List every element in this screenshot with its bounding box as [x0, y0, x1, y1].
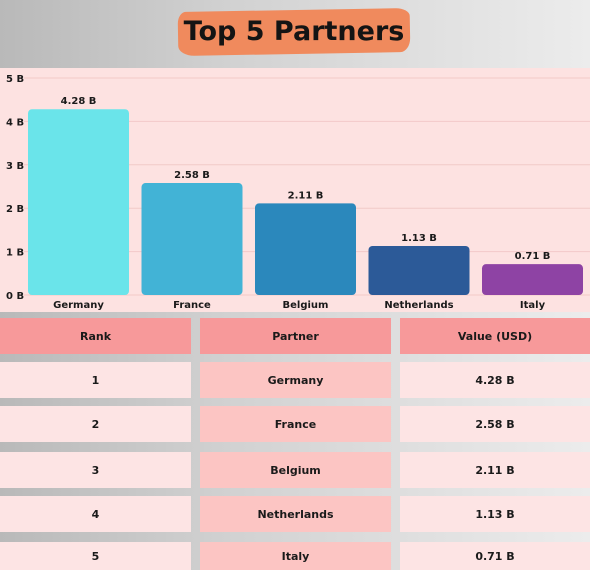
- y-tick-label: 5 B: [6, 74, 24, 85]
- y-tick-label: 0 B: [6, 291, 24, 302]
- table-cell: 2.58 B: [400, 406, 590, 442]
- bar-france: [141, 183, 243, 295]
- header: Top 5 Partners: [0, 0, 590, 68]
- y-tick-label: 3 B: [6, 161, 24, 172]
- bar-germany: [28, 109, 129, 295]
- x-tick-label: Germany: [53, 300, 104, 311]
- bar-italy: [482, 264, 583, 295]
- data-label: 0.71 B: [515, 251, 551, 262]
- table-cell: Germany: [200, 362, 391, 398]
- table-cell: France: [200, 406, 391, 442]
- data-label: 1.13 B: [401, 233, 437, 244]
- table-cell: 2: [0, 406, 191, 442]
- y-tick-label: 4 B: [6, 117, 24, 128]
- table-cell: 1: [0, 362, 191, 398]
- partners-table: Rank Partner Value (USD) 1 Germany 4.28 B 2 Fra…: [0, 312, 590, 570]
- table-cell: Italy: [200, 542, 391, 570]
- table-header-cell: Rank: [0, 318, 191, 354]
- x-tick-label: Belgium: [283, 300, 329, 311]
- table-cell: 4.28 B: [400, 362, 590, 398]
- bar-chart-panel: 0 B 1 B 2 B 3 B 4 B 5 B 4.28 B 2.58 B 2.11 B 1.1…: [0, 68, 590, 312]
- table-header-cell: Value (USD): [400, 318, 590, 354]
- chart-title: Top 5 Partners: [183, 16, 405, 47]
- x-tick-label: Netherlands: [384, 300, 453, 311]
- bar-chart: 0 B 1 B 2 B 3 B 4 B 5 B 4.28 B 2.58 B 2.11 B 1.1…: [6, 74, 590, 311]
- table-cell: 3: [0, 452, 191, 488]
- x-tick-label: Italy: [520, 300, 546, 311]
- bar-belgium: [255, 203, 356, 295]
- table-cell: 1.13 B: [400, 496, 590, 532]
- table-cell: 2.11 B: [400, 452, 590, 488]
- data-label: 2.58 B: [174, 170, 210, 181]
- y-tick-label: 1 B: [6, 248, 24, 259]
- data-label: 4.28 B: [61, 96, 97, 107]
- y-tick-label: 2 B: [6, 204, 24, 215]
- bar-netherlands: [368, 245, 470, 295]
- x-tick-label: France: [173, 300, 211, 311]
- table-cell: 5: [0, 542, 191, 570]
- table-cell: Belgium: [200, 452, 391, 488]
- data-label: 2.11 B: [288, 190, 324, 201]
- table-cell: Netherlands: [200, 496, 391, 532]
- table-cell: 0.71 B: [400, 542, 590, 570]
- table-cell: 4: [0, 496, 191, 532]
- table-header-cell: Partner: [200, 318, 391, 354]
